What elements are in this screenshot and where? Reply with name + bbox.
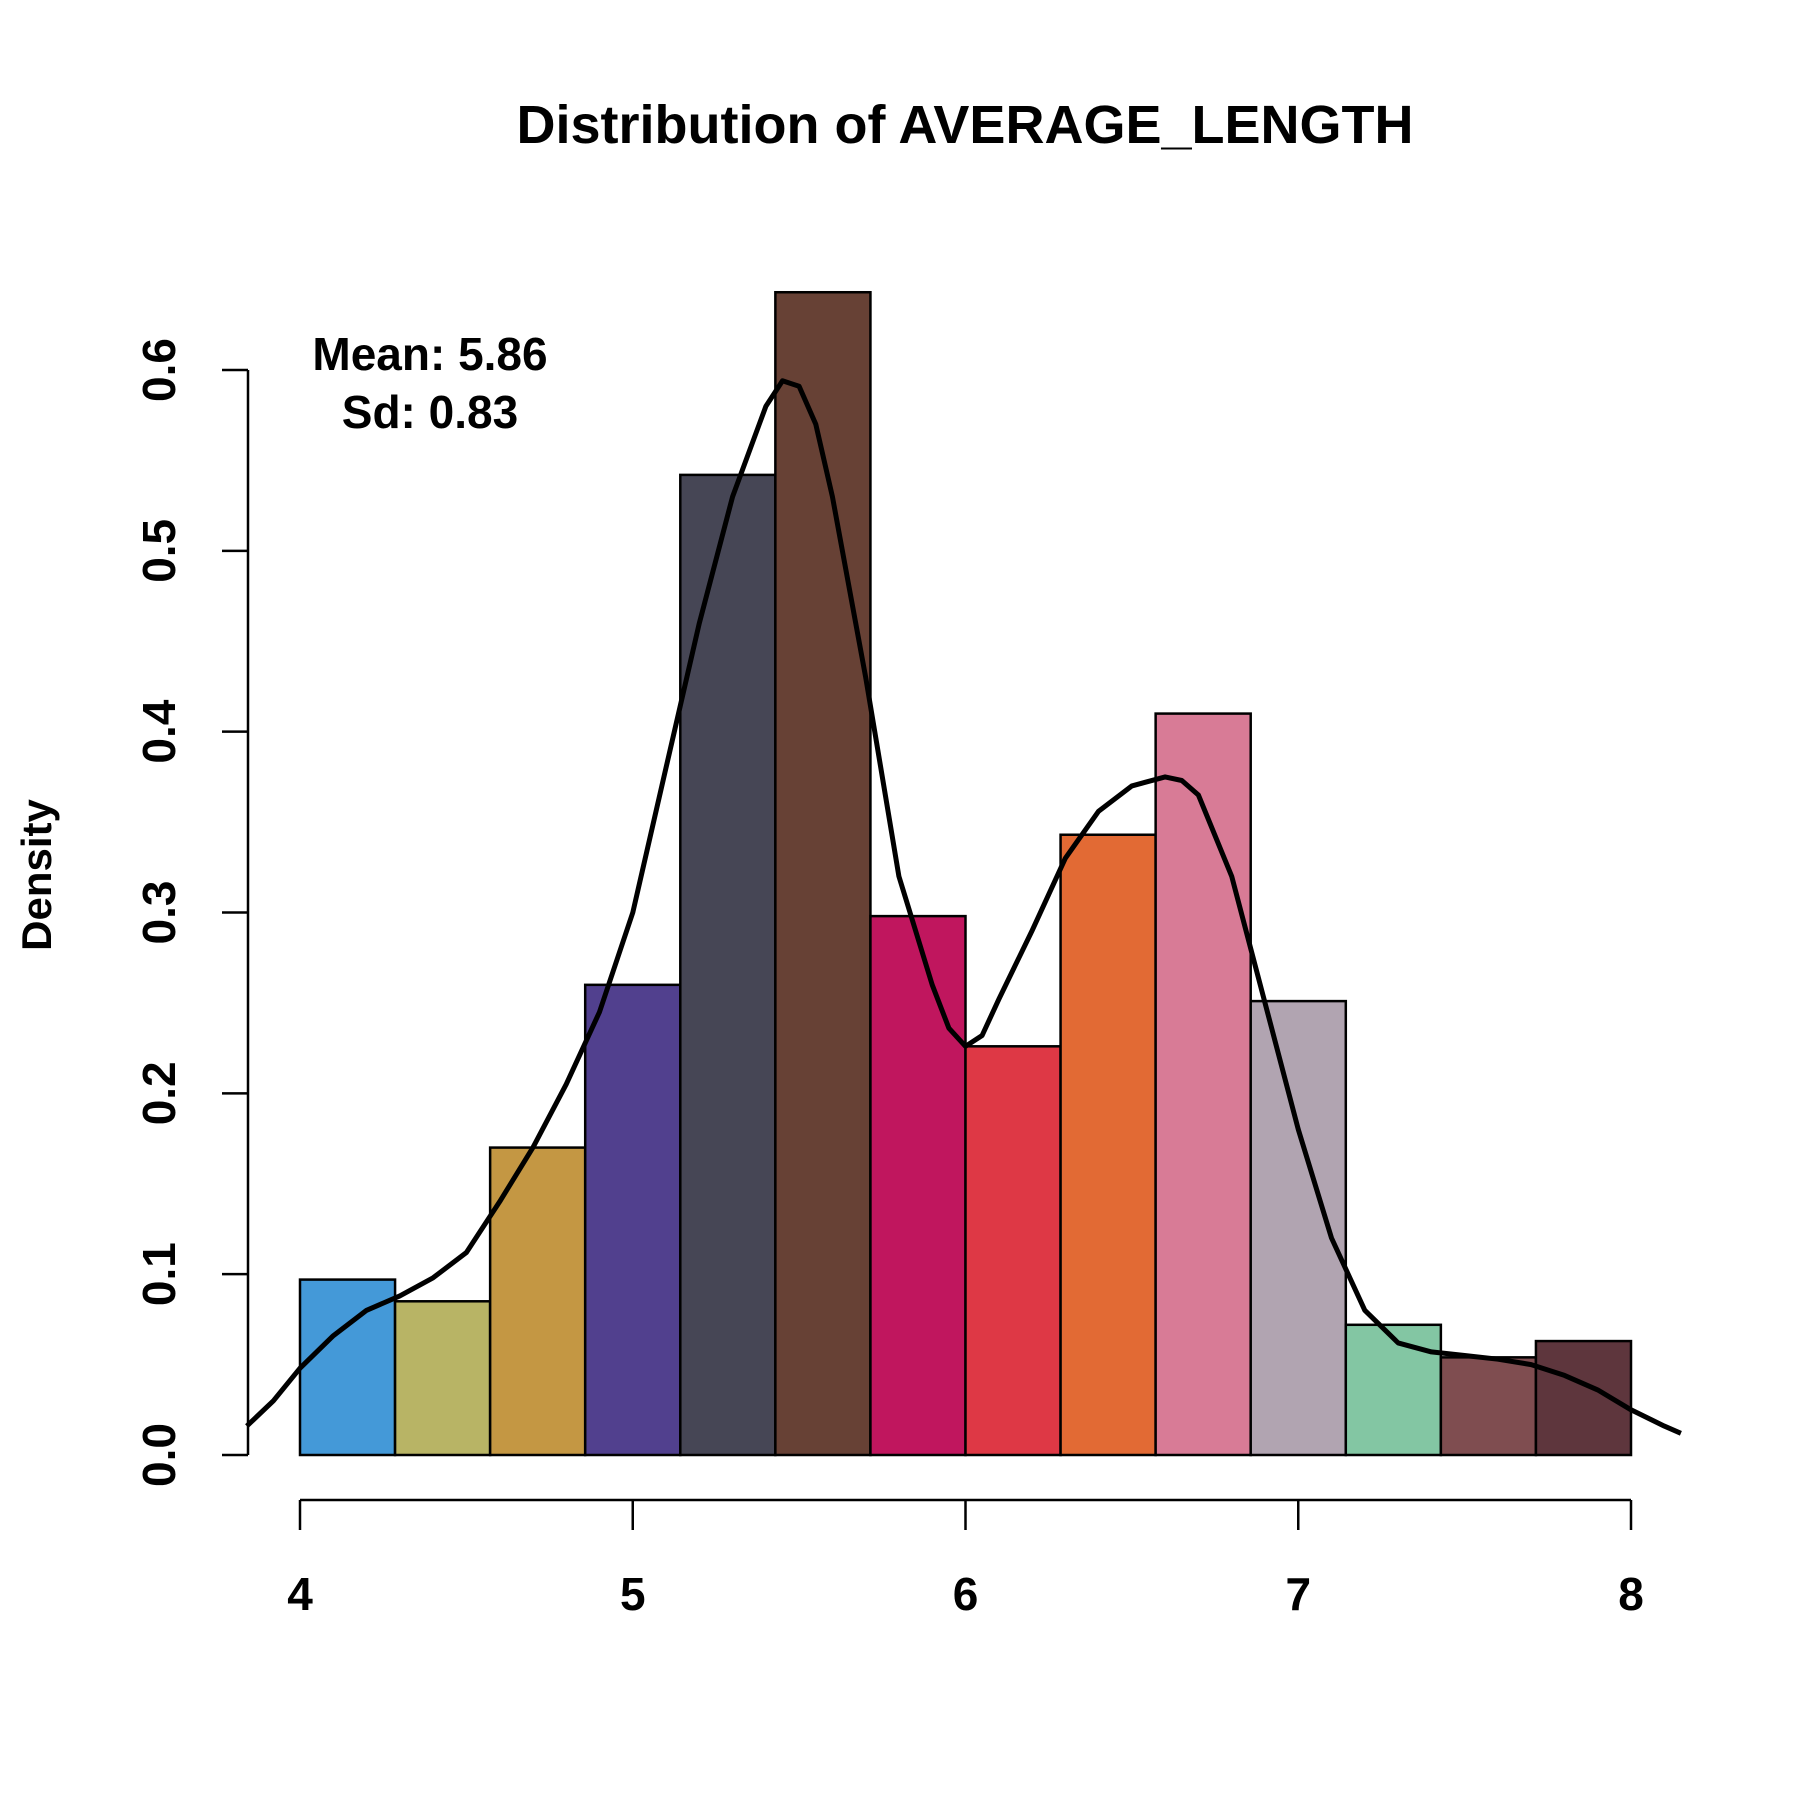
histogram-bars (298, 290, 1633, 1457)
y-tick-label: 0.2 (133, 1061, 185, 1125)
histogram-bar-3 (488, 1146, 587, 1457)
histogram-bar-9 (1059, 833, 1157, 1457)
histogram-bar-6 (774, 290, 872, 1457)
x-tick-label: 6 (953, 1568, 979, 1620)
x-tick-label: 4 (287, 1568, 313, 1620)
mean-annotation: Mean: 5.86 (312, 328, 547, 380)
histogram-bar-11 (1249, 999, 1348, 1457)
histogram-bar-7 (869, 914, 967, 1457)
chart-title: Distribution of AVERAGE_LENGTH (517, 95, 1414, 155)
density-curve (245, 378, 1682, 1436)
histogram-bar-10 (1154, 712, 1252, 1457)
y-tick-label: 0.3 (133, 881, 185, 945)
histogram-bar-8 (964, 1045, 1062, 1457)
y-tick-label: 0.6 (133, 338, 185, 402)
histogram-bar-4 (583, 983, 682, 1457)
histogram-bar-1 (298, 1278, 397, 1457)
histogram-bar-12 (1344, 1323, 1443, 1457)
x-tick-label: 5 (620, 1568, 646, 1620)
sd-annotation: Sd: 0.83 (342, 386, 518, 438)
y-tick-label: 0.4 (133, 699, 185, 763)
histogram-bar-14 (1534, 1339, 1633, 1457)
y-tick-label: 0.0 (133, 1423, 185, 1487)
histogram-bar-5 (679, 473, 777, 1457)
y-tick-label: 0.1 (133, 1242, 185, 1306)
histogram-bar-2 (393, 1300, 492, 1457)
histogram-bar-13 (1439, 1356, 1538, 1457)
y-axis-title: Density (13, 799, 60, 951)
y-axis: 0.0 0.1 0.2 0.3 0.4 0.5 0.6 (133, 338, 250, 1487)
x-tick-label: 8 (1618, 1568, 1644, 1620)
y-tick-label: 0.5 (133, 519, 185, 583)
x-axis: 4 5 6 7 8 (287, 1498, 1644, 1620)
x-tick-label: 7 (1285, 1568, 1311, 1620)
